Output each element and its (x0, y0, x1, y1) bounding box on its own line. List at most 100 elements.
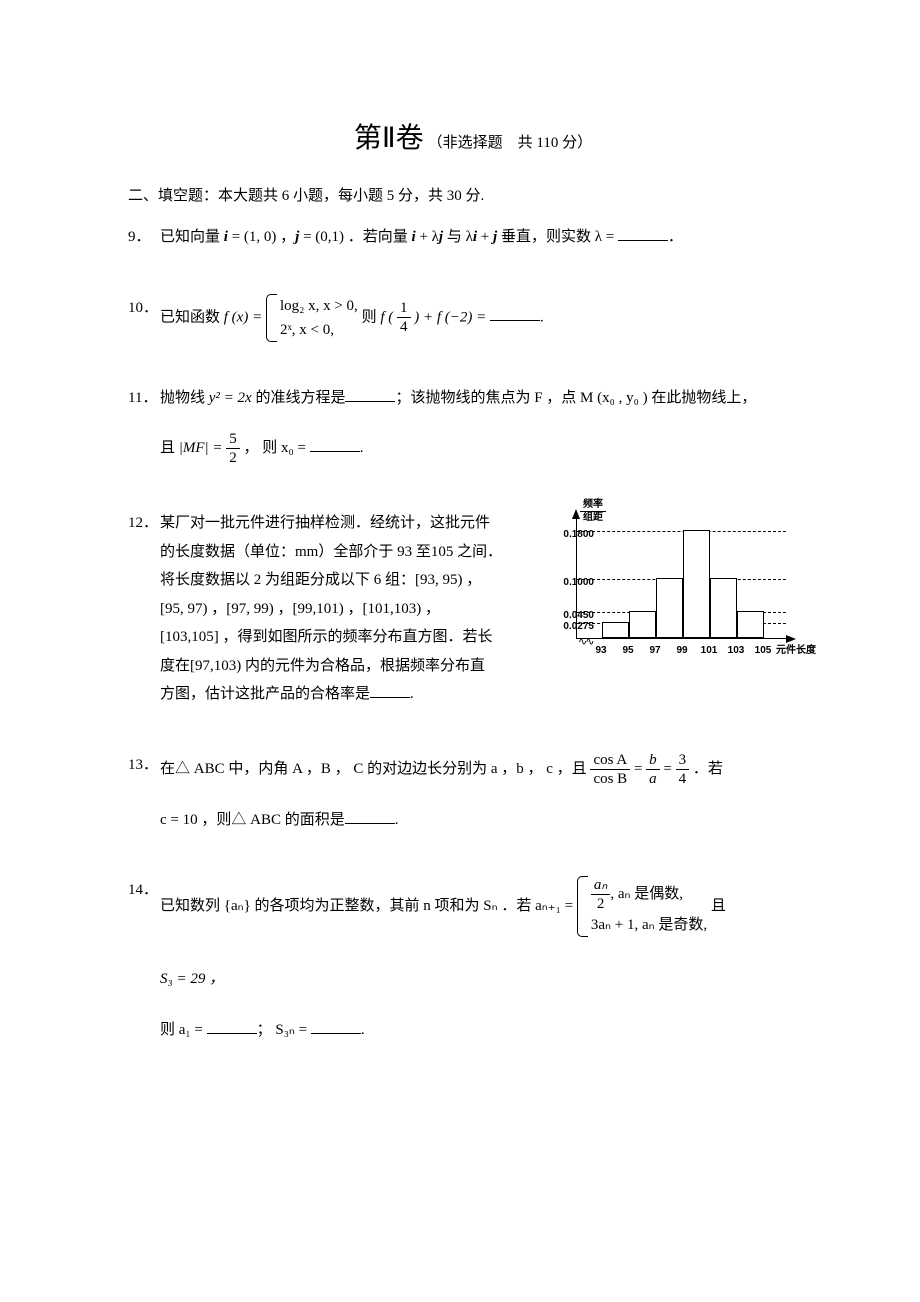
histogram-bar (710, 578, 737, 638)
fraction: 5 2 (226, 430, 240, 467)
text: ； S₃ₙ = (257, 1022, 311, 1038)
text: + (477, 229, 493, 245)
text: ；该抛物线的焦点为 F ，点 M (x₀ , y₀ ) 在此抛物线上， (395, 390, 756, 406)
gridline (577, 531, 786, 532)
text: ． (668, 229, 683, 245)
x-tick-label: 105 (755, 641, 772, 660)
blank (310, 437, 360, 452)
y-tick-label: 0.1000 (563, 573, 594, 592)
fraction: cos A cos B (590, 751, 630, 788)
denominator: 4 (676, 770, 690, 788)
fraction: 3 4 (676, 751, 690, 788)
text: S₃ = 29 ， (160, 971, 224, 987)
problem-number: 11． (128, 384, 160, 468)
text: . (540, 309, 544, 325)
text: 则 (362, 309, 381, 325)
text: ， 则 x₀ = (244, 440, 310, 456)
text: = (663, 760, 675, 776)
problem-body: 抛物线 y² = 2x 的准线方程是；该抛物线的焦点为 F ，点 M (x₀ ,… (160, 384, 818, 468)
text: f ( (380, 309, 393, 325)
line: 则 a₁ = ； S₃ₙ = . (160, 1016, 818, 1045)
histogram-bar (683, 530, 710, 638)
text: 且 (711, 898, 726, 914)
problem-number: 13． (128, 751, 160, 835)
numerator: cos A (590, 751, 630, 770)
text: 某厂对一批元件进行抽样检测．经统计，这批元件 (160, 515, 490, 531)
problem-11: 11． 抛物线 y² = 2x 的准线方程是；该抛物线的焦点为 F ，点 M (… (128, 384, 818, 468)
problem-12: 12． 某厂对一批元件进行抽样检测．经统计，这批元件 的长度数据（单位：mm）全… (128, 509, 818, 709)
histogram-bar (656, 578, 683, 638)
text: + λ (416, 229, 439, 245)
denominator: cos B (590, 770, 630, 788)
text: 则 a₁ = (160, 1022, 207, 1038)
problem-number: 10． (128, 294, 160, 342)
text: 垂直，则实数 λ = (497, 229, 618, 245)
numerator: aₙ (591, 876, 610, 895)
piecewise: aₙ 2 , aₙ 是偶数, 3aₙ + 1, aₙ 是奇数, (577, 876, 707, 937)
blank (311, 1019, 361, 1034)
denominator: a (646, 770, 660, 788)
text: = (634, 760, 646, 776)
problem-body: 已知函数 f (x) = log₂ x, x > 0, 2ˣ, x < 0, 则… (160, 294, 818, 342)
denominator: 2 (591, 895, 610, 913)
case: 2ˣ, x < 0, (280, 318, 358, 342)
text: c = 10 ，则△ ABC 的面积是 (160, 812, 345, 828)
histogram-bar (629, 611, 656, 638)
title-row: 第Ⅱ卷 （非选择题 共 110 分） (128, 116, 818, 156)
text: ．若 (693, 760, 723, 776)
blank (618, 226, 668, 241)
line: c = 10 ，则△ ABC 的面积是. (160, 806, 818, 835)
section-header: 二、填空题：本大题共 6 小题，每小题 5 分，共 30 分. (128, 184, 818, 205)
numerator: 3 (676, 751, 690, 770)
text: y² = 2x (209, 390, 252, 406)
text: 且 (160, 440, 179, 456)
text: 已知数列 {aₙ} 的各项均为正整数，其前 n 项和为 Sₙ ．若 aₙ₊₁ = (160, 898, 577, 914)
text: = (0,1) ．若向量 (299, 229, 411, 245)
text: = (1, 0) ， (228, 229, 295, 245)
piecewise: log₂ x, x > 0, 2ˣ, x < 0, (266, 294, 358, 342)
text: . (361, 1022, 365, 1038)
denominator: 2 (226, 449, 240, 467)
line: 且 |MF| = 5 2 ， 则 x₀ = . (160, 430, 818, 467)
case: aₙ 2 , aₙ 是偶数, (591, 876, 707, 913)
text: |MF| = (179, 440, 227, 456)
x-tick-label: 95 (622, 641, 633, 660)
problem-number: 9． (128, 223, 160, 252)
problem-body: 已知向量 i = (1, 0) ，j = (0,1) ．若向量 i + λj 与… (160, 223, 818, 252)
problem-number: 12． (128, 509, 160, 709)
denominator: 4 (397, 318, 411, 336)
text: , aₙ 是偶数, (610, 886, 683, 902)
text: 抛物线 (160, 390, 209, 406)
text: 在△ ABC 中，内角 A ，B ， C 的对边边长分别为 a ，b ， c ，… (160, 760, 590, 776)
histogram-chart: 频率 组距 ∿∿ 元件长度 0.18000.10000.04500.0275 9… (528, 499, 808, 679)
text: [103,105] ，得到如图所示的频率分布直方图．若长 (160, 629, 493, 645)
text: 已知向量 (160, 229, 224, 245)
histogram-bar (602, 622, 629, 639)
problem-body: 在△ ABC 中，内角 A ，B ， C 的对边边长分别为 a ，b ， c ，… (160, 751, 818, 835)
plot-area (576, 519, 786, 639)
x-tick-label: 99 (676, 641, 687, 660)
problem-9: 9． 已知向量 i = (1, 0) ，j = (0,1) ．若向量 i + λ… (128, 223, 818, 252)
title-main: 第Ⅱ卷 (354, 123, 424, 154)
problem-13: 13． 在△ ABC 中，内角 A ，B ， C 的对边边长分别为 a ，b ，… (128, 751, 818, 835)
text: . (360, 440, 364, 456)
x-axis-label: 元件长度 (776, 641, 816, 660)
case: 3aₙ + 1, aₙ 是奇数, (591, 913, 707, 937)
page-content: 第Ⅱ卷 （非选择题 共 110 分） 二、填空题：本大题共 6 小题，每小题 5… (128, 116, 818, 1086)
text: f (x) = (224, 309, 266, 325)
text: ) + f (−2) = (414, 309, 490, 325)
x-tick-label: 93 (595, 641, 606, 660)
y-tick-label: 0.0275 (563, 617, 594, 636)
problem-10: 10． 已知函数 f (x) = log₂ x, x > 0, 2ˣ, x < … (128, 294, 818, 342)
blank (345, 809, 395, 824)
y-axis-arrow-icon (572, 509, 580, 519)
ylabel-top: 频率 (580, 499, 606, 512)
fraction: 1 4 (397, 299, 411, 336)
text: 度在[97,103) 内的元件为合格品，根据频率分布直 (160, 658, 485, 674)
numerator: 1 (397, 299, 411, 318)
text: 已知函数 (160, 309, 224, 325)
text: . (410, 686, 414, 702)
fraction: b a (646, 751, 660, 788)
line: S₃ = 29 ， (160, 965, 818, 994)
problem-number: 14． (128, 876, 160, 1044)
